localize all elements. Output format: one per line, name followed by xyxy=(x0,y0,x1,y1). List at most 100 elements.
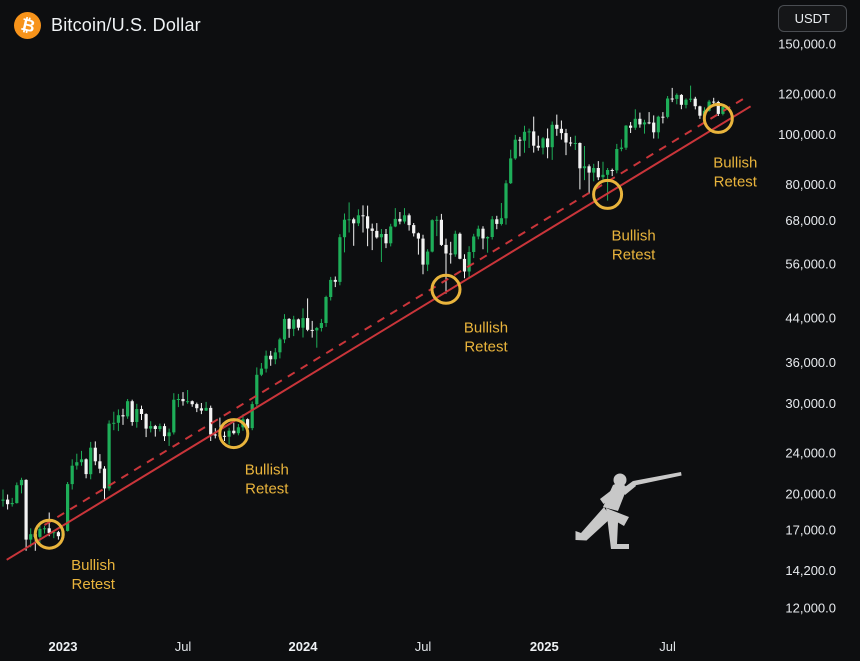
candle xyxy=(102,466,107,499)
candle xyxy=(329,276,333,301)
candle xyxy=(559,120,563,140)
candle xyxy=(467,246,471,279)
candle xyxy=(172,393,176,435)
symbol-badge-button[interactable]: USDT xyxy=(777,5,847,32)
x-axis-tick: Jul xyxy=(659,639,676,654)
candle xyxy=(287,318,291,338)
candle xyxy=(181,392,185,406)
candle xyxy=(15,482,19,504)
time-axis[interactable]: 2023 Jul 2024 Jul 2025 Jul xyxy=(49,639,676,654)
candle xyxy=(504,180,508,225)
candle xyxy=(338,234,342,286)
candle xyxy=(402,208,407,224)
candle xyxy=(430,219,434,253)
candle xyxy=(116,409,120,432)
y-axis-tick: 36,000.0 xyxy=(785,355,836,370)
candle xyxy=(458,232,462,260)
candle xyxy=(227,427,231,445)
candle xyxy=(93,441,97,466)
candle xyxy=(315,326,319,348)
bullish-retest-circle xyxy=(33,518,65,550)
candle xyxy=(1,489,5,507)
candle xyxy=(416,232,420,255)
candle xyxy=(255,367,259,409)
candle xyxy=(453,230,457,257)
support-trendline-solid xyxy=(6,105,752,561)
price-axis[interactable]: 150,000.0 120,000.0 100,000.0 80,000.0 68,00… xyxy=(778,37,836,616)
y-axis-tick: 56,000.0 xyxy=(785,257,836,272)
support-trendline-dashed xyxy=(43,96,747,526)
candle xyxy=(569,136,573,147)
candle xyxy=(444,238,448,294)
y-axis-tick: 17,000.0 xyxy=(785,523,836,538)
candle xyxy=(19,477,24,494)
candle xyxy=(89,441,93,480)
candle xyxy=(495,215,499,230)
candle xyxy=(153,424,157,437)
candle xyxy=(698,105,702,119)
candle xyxy=(652,115,656,139)
candle xyxy=(384,229,388,249)
fencer-sword-arm xyxy=(622,481,636,495)
candle xyxy=(190,400,194,407)
candle xyxy=(333,276,337,288)
candle xyxy=(522,125,527,153)
candle xyxy=(79,450,84,466)
fencer-front-leg xyxy=(606,508,629,549)
candle xyxy=(656,115,660,139)
fencer-sword xyxy=(633,472,682,486)
candle xyxy=(42,525,47,534)
candle xyxy=(56,530,60,540)
candle xyxy=(606,168,610,201)
candle xyxy=(301,308,305,338)
y-axis-tick: 68,000.0 xyxy=(785,213,836,228)
candle xyxy=(679,94,683,110)
candle xyxy=(186,390,190,404)
candle xyxy=(462,254,467,279)
candle xyxy=(347,202,351,233)
fencer-watermark-logo xyxy=(575,472,682,549)
candle xyxy=(236,424,240,436)
candle xyxy=(84,458,88,479)
bullish-retest-label: Bullish Retest xyxy=(464,319,509,355)
bullish-retest-circle xyxy=(430,273,462,305)
candle xyxy=(393,208,397,228)
candle xyxy=(449,241,453,264)
y-axis-tick: 100,000.0 xyxy=(778,127,836,142)
candle xyxy=(98,454,102,474)
candle xyxy=(670,87,674,103)
candle xyxy=(176,393,180,408)
candle xyxy=(472,233,476,259)
candle xyxy=(167,428,171,446)
candle xyxy=(624,125,628,150)
candle xyxy=(139,405,144,420)
candle xyxy=(582,146,587,181)
y-axis-tick: 14,200.0 xyxy=(785,563,836,578)
candle xyxy=(712,97,716,104)
candle xyxy=(578,142,582,190)
candle xyxy=(601,161,605,182)
candle xyxy=(619,139,623,152)
candle xyxy=(555,114,559,136)
x-axis-tick: 2023 xyxy=(49,639,78,654)
candle xyxy=(107,420,111,491)
bullish-retest-label: Bullish Retest xyxy=(612,227,657,263)
candle xyxy=(481,226,485,250)
y-axis-tick: 12,000.0 xyxy=(785,601,836,616)
fencer-rear-arm xyxy=(600,489,616,504)
candle xyxy=(361,205,365,233)
candle xyxy=(259,363,263,377)
x-axis-tick: 2025 xyxy=(530,639,559,654)
fencer-rear-leg xyxy=(575,507,611,541)
x-axis-tick: Jul xyxy=(415,639,432,654)
candle xyxy=(509,149,513,184)
candle xyxy=(342,213,347,253)
candle xyxy=(421,234,425,275)
fencer-torso xyxy=(603,483,627,511)
candle xyxy=(693,96,697,110)
candle xyxy=(126,399,130,419)
candle xyxy=(638,112,642,128)
candle xyxy=(633,109,637,130)
